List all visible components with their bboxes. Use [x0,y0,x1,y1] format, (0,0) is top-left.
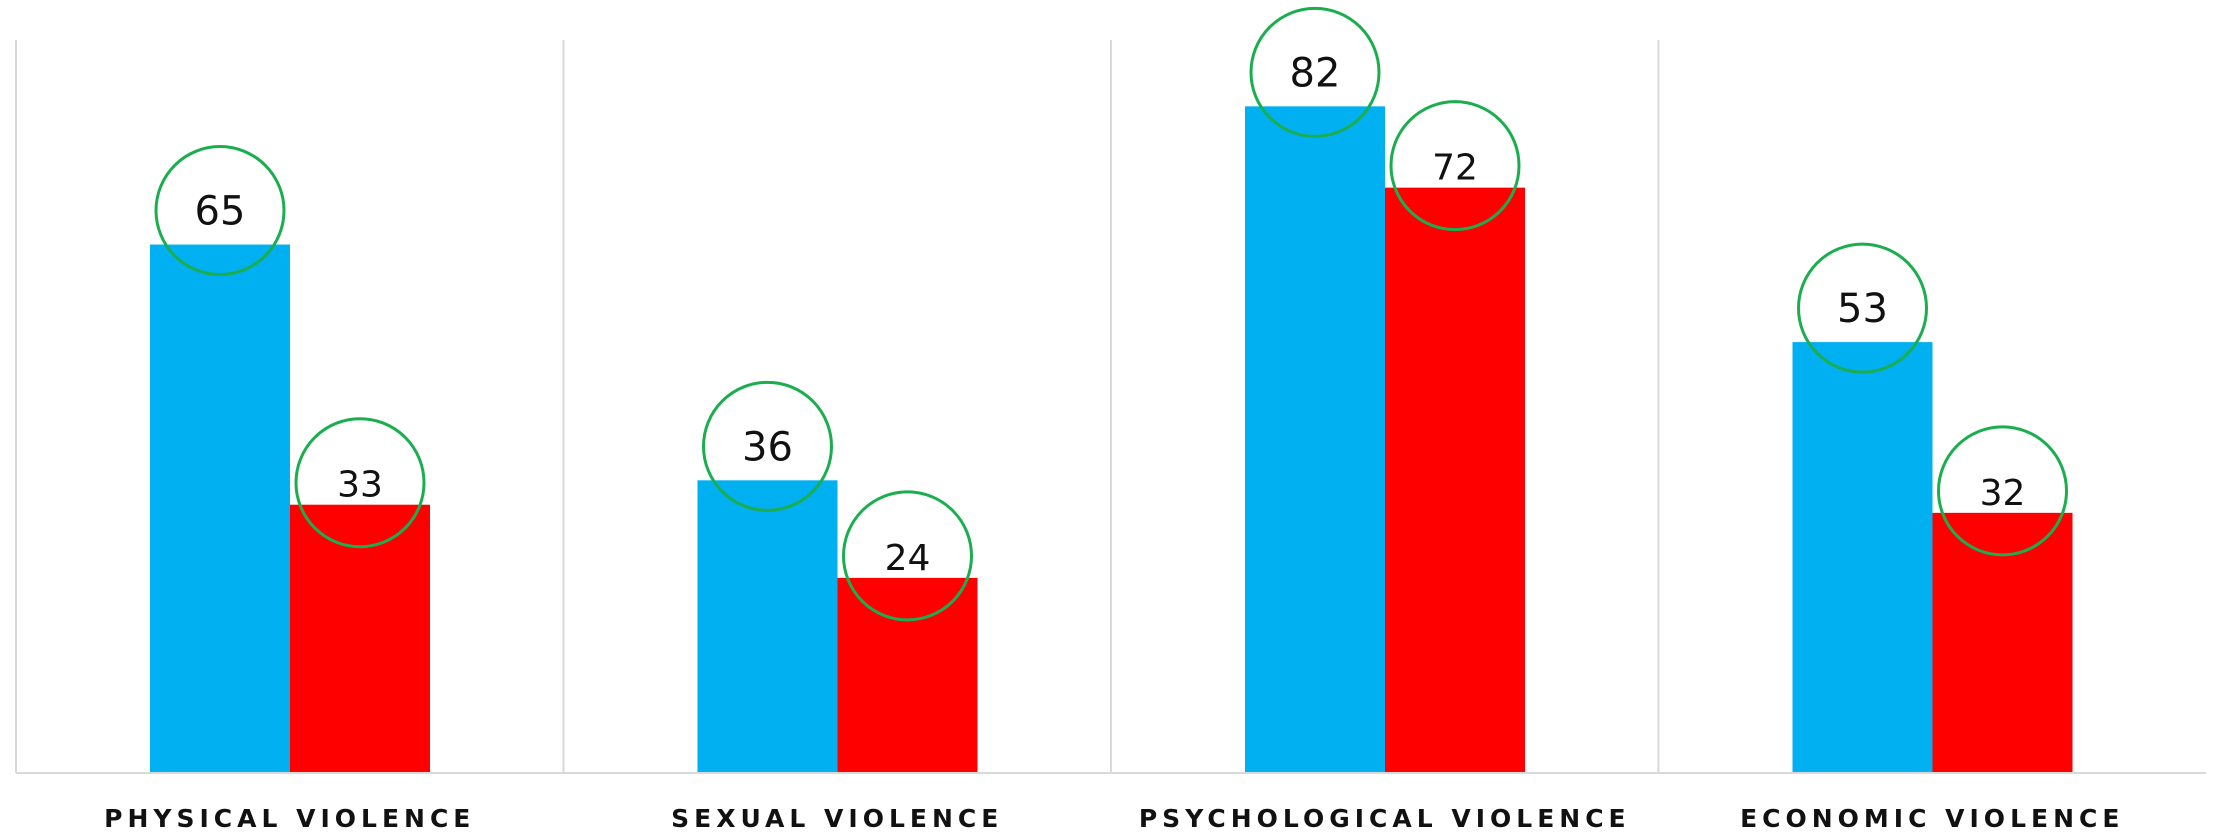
category-label: ECONOMIC VIOLENCE [1740,804,2124,832]
data-label-circle [702,380,833,512]
bar [1245,106,1385,774]
category-labels: PHYSICAL VIOLENCE SEXUAL VIOLENCE PSYCHOLO… [104,804,2124,832]
data-label-circle [1937,425,2068,557]
data-label-circle [1797,242,1928,374]
bar [1792,342,1933,773]
data-label: 32 [1980,473,2026,514]
bar [1932,512,2073,773]
data-label: 72 [1432,148,1478,189]
data-label: 33 [337,465,383,506]
bar [150,244,290,774]
data-label: 65 [195,189,246,235]
bar [1385,187,1525,773]
data-label-markers [154,6,2068,622]
data-label-circle [294,417,426,549]
category-label: PSYCHOLOGICAL VIOLENCE [1139,804,1631,832]
bar [697,480,838,773]
data-label: 36 [742,424,793,470]
category-label: SEXUAL VIOLENCE [671,804,1003,832]
data-label-circle [842,490,973,622]
data-label: 53 [1837,286,1888,332]
data-label: 24 [885,538,931,579]
bar [290,504,430,773]
data-label-circle [154,145,286,277]
data-labels: 65 33 36 24 82 72 53 32 [195,50,2026,579]
category-separators [15,40,1660,773]
category-label: PHYSICAL VIOLENCE [104,804,475,832]
bar [837,577,978,773]
data-label: 82 [1290,50,1341,96]
data-label-circle [1389,100,1521,232]
bars [150,106,2073,774]
data-label-circle [1249,6,1381,138]
